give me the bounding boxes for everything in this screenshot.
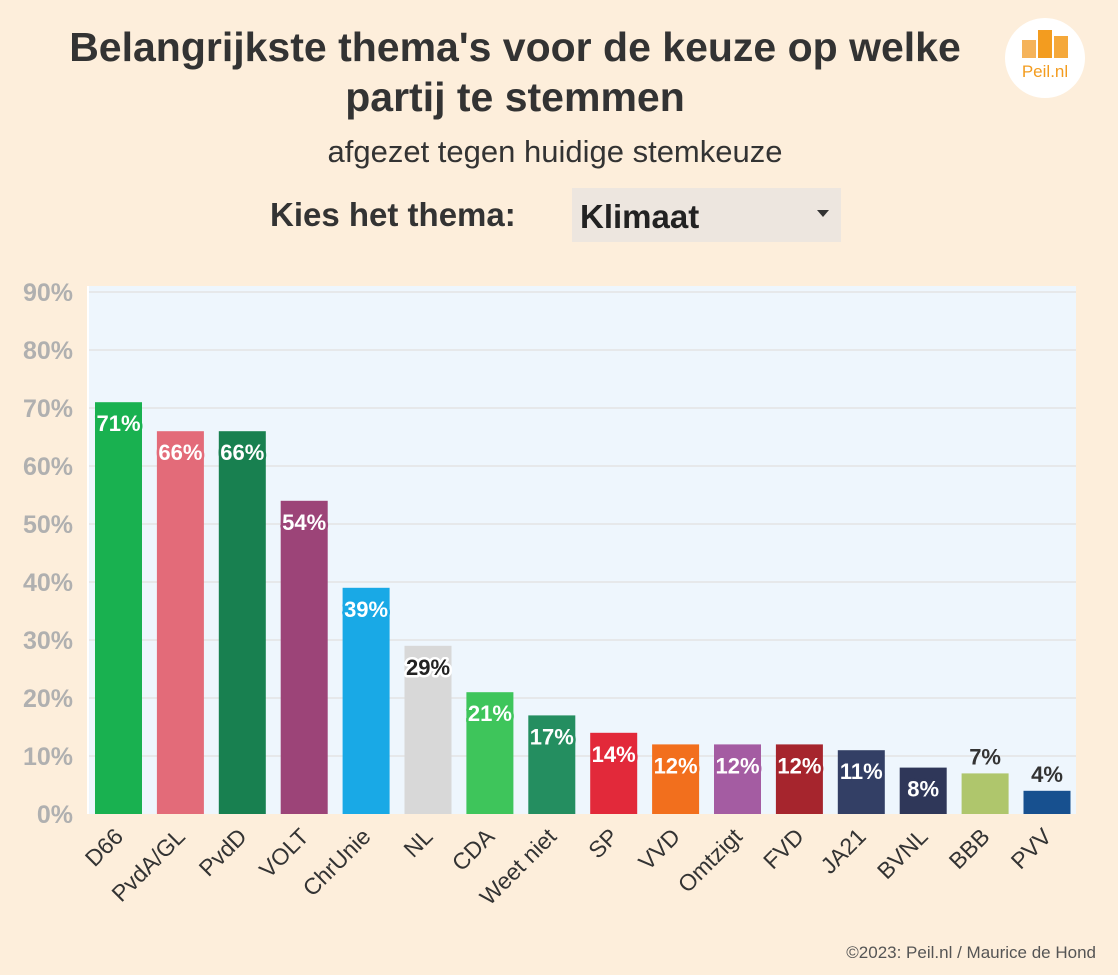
y-tick-label: 90%: [23, 279, 73, 307]
bar-value-label: 54%: [282, 510, 326, 535]
bar: [714, 744, 761, 814]
bar: [95, 402, 142, 814]
credit-text: ©2023: Peil.nl / Maurice de Hond: [846, 943, 1096, 962]
x-tick-label: Omtzigt: [673, 823, 748, 898]
bar-value-label: 21%: [468, 701, 512, 726]
x-tick-label: PvdD: [194, 823, 252, 881]
bar: [342, 587, 390, 814]
bar-value-label: 39%: [344, 597, 388, 622]
bar: [652, 744, 700, 814]
y-tick-label: 10%: [23, 743, 73, 771]
x-tick-label: PVV: [1006, 823, 1057, 874]
bar-value-label: 29%: [406, 655, 450, 680]
bar-value-label: 14%: [592, 742, 636, 767]
y-tick-label: 30%: [23, 627, 73, 655]
chart-title-line-2: partij te stemmen: [345, 74, 685, 120]
x-tick-label: NL: [398, 823, 437, 862]
bar-value-label: 71%: [96, 411, 140, 436]
theme-dropdown-value: Klimaat: [580, 198, 700, 235]
x-tick-label: VVD: [633, 823, 685, 875]
x-tick-label: SP: [583, 823, 623, 863]
bar: [961, 773, 1009, 814]
bar-chart-icon: [1022, 30, 1068, 58]
x-tick-label: CDA: [447, 823, 500, 876]
bar: [899, 767, 947, 814]
bar-chart: 0% 10% 20% 30% 40% 50% 60% 70% 80% 90% 71% D66 66% Pv…: [23, 279, 1076, 910]
y-tick-label: 50%: [23, 511, 73, 539]
bar-value-label: 12%: [654, 753, 698, 778]
x-tick-label: FVD: [758, 823, 809, 874]
bar-value-label: 66%: [220, 440, 264, 465]
bar: [590, 732, 638, 814]
y-tick-label: 40%: [23, 569, 73, 597]
bar-value-label: 4%: [1031, 762, 1063, 787]
chart-subtitle: afgezet tegen huidige stemkeuze: [327, 134, 783, 169]
bar-value-label: 66%: [158, 440, 202, 465]
bar: [466, 692, 514, 814]
bar: [404, 645, 452, 814]
chevron-down-icon: [817, 210, 829, 217]
x-tick-label: BVNL: [872, 823, 933, 884]
bar-value-label: 17%: [530, 724, 574, 749]
bar: [837, 750, 885, 814]
bar: [218, 431, 266, 814]
chart-title: Belangrijkste thema's voor de keuze op w…: [0, 22, 1030, 122]
x-tick-label: BBB: [944, 823, 995, 874]
bar: [156, 431, 204, 814]
bar-value-label: 7%: [969, 744, 1001, 769]
bar: [280, 500, 328, 814]
bar-value-label: 8%: [907, 777, 939, 802]
theme-dropdown[interactable]: Klimaat: [572, 188, 841, 242]
bar: [1023, 790, 1071, 814]
theme-selector-label: Kies het thema:: [270, 196, 516, 233]
y-tick-label: 80%: [23, 337, 73, 365]
y-tick-label: 0%: [37, 801, 73, 829]
y-tick-label: 20%: [23, 685, 73, 713]
bar: [528, 715, 576, 814]
bar-value-label: 12%: [777, 753, 821, 778]
bar: [775, 744, 823, 814]
chart-title-line-1: Belangrijkste thema's voor de keuze op w…: [69, 24, 961, 70]
x-tick-label: D66: [80, 823, 128, 871]
x-tick-label: ChrUnie: [298, 823, 376, 901]
y-tick-label: 60%: [23, 453, 73, 481]
peil-logo: Peil.nl: [1005, 18, 1085, 98]
x-tick-label: VOLT: [254, 823, 314, 883]
y-tick-label: 70%: [23, 395, 73, 423]
logo-text: Peil.nl: [1021, 62, 1069, 81]
bar-value-label: 12%: [715, 753, 759, 778]
x-tick-label: JA21: [815, 823, 870, 878]
bar-value-label: 11%: [840, 759, 883, 784]
